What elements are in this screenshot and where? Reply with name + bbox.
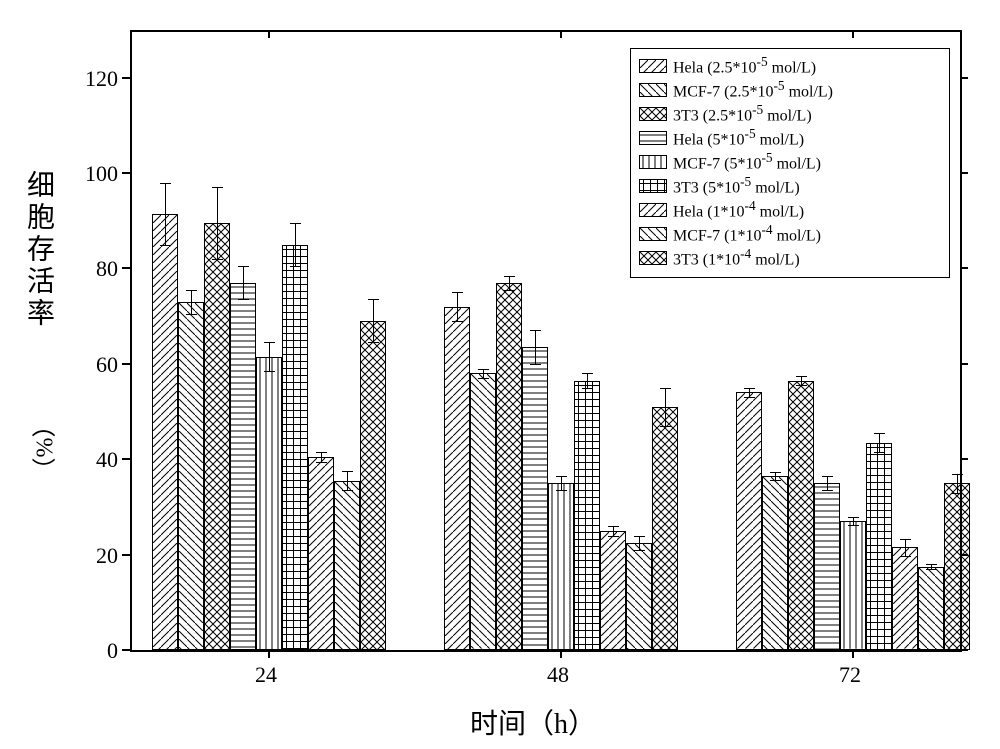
y-tick-label: 40 — [96, 447, 118, 473]
x-tick-label: 72 — [839, 662, 861, 688]
bar — [308, 457, 334, 650]
y-tick-label: 0 — [107, 638, 118, 664]
bar — [814, 483, 840, 650]
bar — [762, 476, 788, 650]
legend-label: MCF-7 (2.5*10-5 mol/L) — [673, 78, 833, 101]
legend-label: Hela (2.5*10-5 mol/L) — [673, 54, 816, 77]
legend-swatch — [639, 107, 667, 121]
legend: Hela (2.5*10-5 mol/L)MCF-7 (2.5*10-5 mol… — [630, 48, 950, 278]
x-axis-label: 时间（h） — [470, 702, 596, 742]
bar — [360, 321, 386, 650]
bar — [282, 245, 308, 650]
y-tick-label: 100 — [85, 161, 118, 187]
bar — [204, 223, 230, 650]
bar — [944, 483, 970, 650]
legend-swatch — [639, 155, 667, 169]
bar — [548, 483, 574, 650]
y-tick-label: 20 — [96, 543, 118, 569]
bar — [496, 283, 522, 650]
bar — [892, 547, 918, 650]
legend-swatch — [639, 251, 667, 265]
legend-label: MCF-7 (5*10-5 mol/L) — [673, 150, 821, 173]
bar — [470, 373, 496, 650]
bar — [652, 407, 678, 650]
legend-swatch — [639, 179, 667, 193]
legend-item: MCF-7 (2.5*10-5 mol/L) — [639, 79, 941, 101]
y-tick-label: 60 — [96, 352, 118, 378]
x-tick-label: 24 — [255, 662, 277, 688]
x-tick-label: 48 — [547, 662, 569, 688]
bar — [788, 381, 814, 650]
legend-item: 3T3 (1*10-4 mol/L) — [639, 247, 941, 269]
bar — [152, 214, 178, 650]
bar — [600, 531, 626, 650]
legend-label: 3T3 (5*10-5 mol/L) — [673, 174, 800, 197]
legend-label: Hela (5*10-5 mol/L) — [673, 126, 804, 149]
bar — [334, 481, 360, 650]
y-tick-label: 120 — [85, 66, 118, 92]
bar — [444, 307, 470, 650]
bar — [626, 543, 652, 650]
legend-item: 3T3 (2.5*10-5 mol/L) — [639, 103, 941, 125]
bar — [918, 567, 944, 650]
bar — [736, 392, 762, 650]
bar — [256, 357, 282, 650]
bar — [866, 443, 892, 650]
legend-item: Hela (1*10-4 mol/L) — [639, 199, 941, 221]
legend-label: 3T3 (2.5*10-5 mol/L) — [673, 102, 812, 125]
bar — [574, 381, 600, 650]
y-tick-label: 80 — [96, 256, 118, 282]
legend-swatch — [639, 83, 667, 97]
y-axis-label: 细胞存活率 — [18, 170, 58, 330]
legend-label: MCF-7 (1*10-4 mol/L) — [673, 222, 821, 245]
legend-item: Hela (5*10-5 mol/L) — [639, 127, 941, 149]
y-axis-unit: （%） — [25, 414, 60, 482]
legend-label: Hela (1*10-4 mol/L) — [673, 198, 804, 221]
legend-swatch — [639, 59, 667, 73]
legend-swatch — [639, 203, 667, 217]
legend-item: 3T3 (5*10-5 mol/L) — [639, 175, 941, 197]
legend-item: MCF-7 (1*10-4 mol/L) — [639, 223, 941, 245]
bar — [178, 302, 204, 650]
legend-swatch — [639, 131, 667, 145]
legend-item: MCF-7 (5*10-5 mol/L) — [639, 151, 941, 173]
bar — [840, 521, 866, 650]
bar — [230, 283, 256, 650]
bar — [522, 347, 548, 650]
legend-label: 3T3 (1*10-4 mol/L) — [673, 246, 800, 269]
legend-item: Hela (2.5*10-5 mol/L) — [639, 55, 941, 77]
legend-swatch — [639, 227, 667, 241]
chart-container: 细胞存活率 （%） 时间（h） Hela (2.5*10-5 mol/L)MCF… — [0, 0, 1000, 749]
